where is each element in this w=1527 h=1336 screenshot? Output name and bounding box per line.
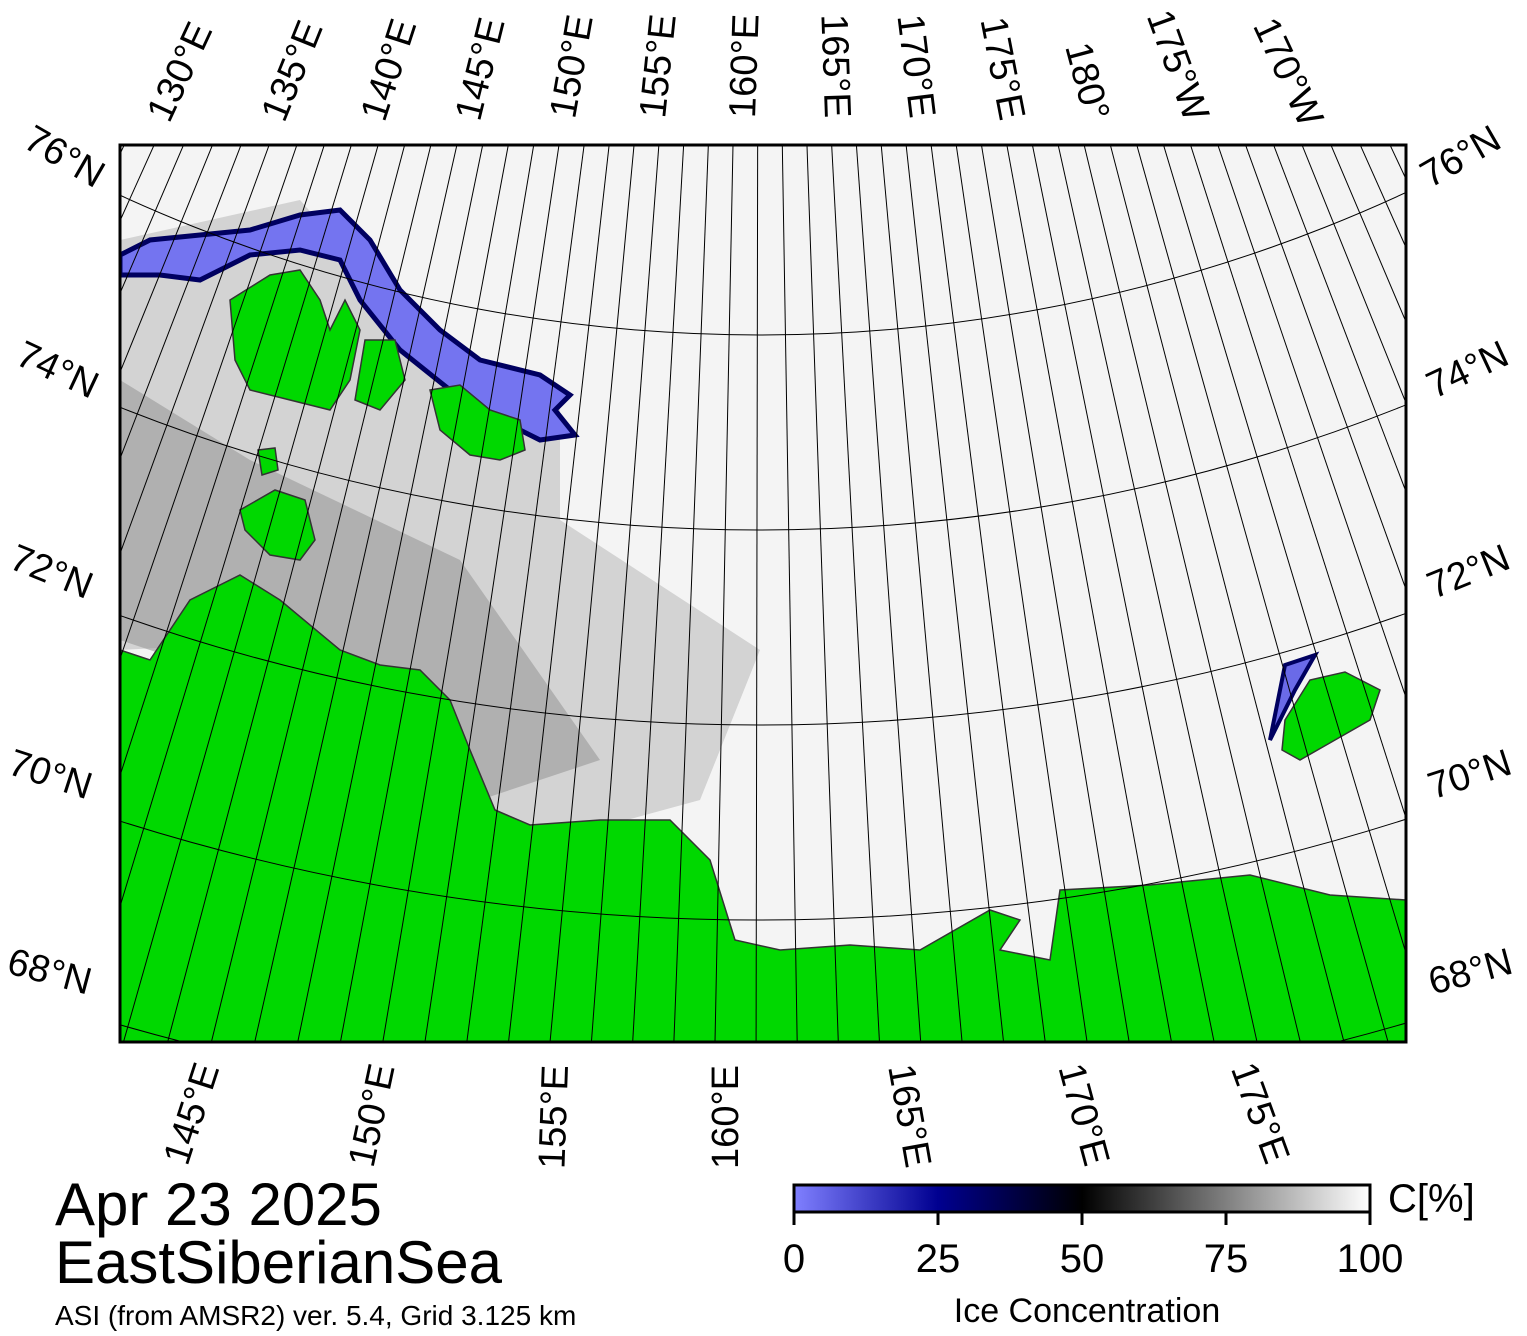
colorbar-unit: C[%] [1388, 1177, 1475, 1221]
meridian-line [508, 145, 610, 1042]
left-label: 74°N [10, 333, 105, 407]
meridian-line [0, 0, 23, 852]
meridian-line [1031, 145, 1215, 1042]
meridian-line [1511, 0, 1527, 828]
left-label: 76°N [17, 118, 112, 197]
left-label: 70°N [3, 742, 97, 808]
colorbar-tick-label: 0 [783, 1237, 805, 1281]
bottom-label: 150°E [341, 1060, 404, 1170]
meridian-line [1217, 145, 1406, 700]
bottom-label: 175°E [1222, 1057, 1297, 1169]
latitude-line [120, 191, 1406, 336]
meridian-line [1109, 145, 1345, 1042]
bottom-label: 155°E [531, 1064, 577, 1169]
right-label: 74°N [1420, 333, 1515, 407]
left-label: 72°N [4, 537, 98, 608]
meridian-line [673, 145, 709, 1042]
colorbar-ticks: 0 25 50 75 100 [783, 1212, 1404, 1281]
meridian-line [855, 145, 922, 1042]
region: EastSiberianSea [55, 1229, 503, 1296]
meridian-line [955, 145, 1088, 1042]
polynya [120, 207, 580, 443]
meridian-line [167, 145, 406, 1042]
top-label: 165°E [812, 13, 858, 118]
top-label: 140°E [353, 14, 425, 126]
meridian-line [632, 145, 685, 1042]
meridian-line [1494, 0, 1527, 857]
meridian-line [549, 145, 635, 1042]
colorbar [792, 1183, 1372, 1214]
meridian-line [755, 145, 759, 1042]
top-label: 170°E [888, 12, 942, 120]
meridian-line [880, 145, 963, 1042]
meridian-line [210, 145, 432, 1042]
right-label: 70°N [1423, 742, 1517, 808]
bottom-label: 165°E [879, 1061, 938, 1171]
meridian-line [1006, 145, 1172, 1042]
meridian-line [466, 145, 585, 1042]
colorbar-tick-label: 100 [1337, 1237, 1404, 1281]
top-label: 145°E [448, 14, 514, 125]
top-label: 135°E [254, 15, 332, 127]
bottom-label: 145°E [156, 1058, 228, 1170]
meridian-line [930, 145, 1046, 1042]
meridian-line [254, 145, 458, 1042]
meridian-line [714, 145, 734, 1042]
colorbar-tick-label: 75 [1204, 1237, 1249, 1281]
meridian-line [905, 145, 1005, 1042]
source: ASI (from AMSR2) ver. 5.4, Grid 3.125 km [55, 1300, 576, 1331]
meridian-line [0, 0, 6, 822]
right-label: 76°N [1414, 118, 1509, 197]
meridian-line [1083, 145, 1301, 1042]
meridian-line [120, 145, 352, 909]
lower-ice-area [120, 380, 600, 800]
meridian-line [590, 145, 660, 1042]
map-frame [118, 143, 1408, 1044]
top-label: 175°W [1138, 5, 1217, 127]
meridian-line [980, 145, 1130, 1042]
colorbar-tick-label: 50 [1060, 1237, 1105, 1281]
colorbar-tick-label: 25 [916, 1237, 961, 1281]
meridian-line [120, 145, 298, 661]
meridian-line [806, 145, 839, 1042]
meridian-line [1162, 145, 1406, 955]
colorbar-label: Ice Concentration [954, 1292, 1221, 1330]
meridian-line [424, 145, 560, 1042]
meridian-line [122, 145, 379, 1042]
meridian-line [120, 145, 325, 778]
right-label: 72°N [1421, 537, 1515, 608]
top-label: 170°W [1244, 12, 1330, 134]
meridian-line [831, 145, 880, 1042]
top-label: 130°E [139, 16, 221, 128]
top-label: 155°E [632, 12, 685, 120]
meridian-line [1136, 145, 1389, 1042]
meridian-line [1057, 145, 1258, 1042]
right-label: 68°N [1424, 941, 1517, 1004]
polynya [1268, 651, 1320, 741]
date: Apr 23 2025 [55, 1171, 382, 1238]
meridian-line [1190, 145, 1406, 820]
meridian-line [781, 145, 798, 1042]
meridian-line [382, 145, 535, 1042]
bottom-label: 170°E [1050, 1059, 1117, 1170]
meridian-line [339, 145, 509, 1042]
left-label: 68°N [3, 941, 96, 1004]
bottom-label: 160°E [705, 1065, 747, 1169]
top-label: 150°E [542, 12, 601, 122]
top-label: 175°E [971, 14, 1032, 124]
top-label: 160°E [722, 13, 768, 118]
top-label: 180° [1056, 38, 1117, 125]
meridian-line [297, 145, 484, 1042]
